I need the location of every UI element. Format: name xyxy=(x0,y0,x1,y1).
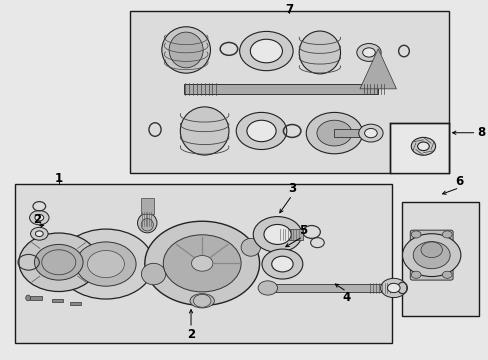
Bar xyxy=(30,296,41,300)
Circle shape xyxy=(316,120,351,146)
Circle shape xyxy=(305,112,362,154)
Text: 2: 2 xyxy=(186,328,195,341)
Circle shape xyxy=(442,231,451,238)
Circle shape xyxy=(193,294,210,307)
FancyArrow shape xyxy=(359,49,396,89)
Circle shape xyxy=(163,235,241,292)
Circle shape xyxy=(76,242,136,286)
Circle shape xyxy=(34,244,83,280)
Circle shape xyxy=(35,215,43,221)
Circle shape xyxy=(386,283,399,293)
Circle shape xyxy=(356,44,380,61)
Text: 1: 1 xyxy=(55,172,62,185)
Circle shape xyxy=(30,227,48,240)
Ellipse shape xyxy=(299,31,340,74)
Bar xyxy=(141,198,153,214)
Ellipse shape xyxy=(180,107,228,155)
Circle shape xyxy=(87,251,124,278)
Bar xyxy=(389,123,448,173)
Circle shape xyxy=(420,242,442,258)
Ellipse shape xyxy=(190,294,214,308)
Circle shape xyxy=(144,221,259,305)
Bar xyxy=(334,129,364,138)
Bar xyxy=(183,84,377,94)
Circle shape xyxy=(250,39,282,63)
Circle shape xyxy=(358,124,382,142)
Text: 3: 3 xyxy=(287,182,296,195)
Ellipse shape xyxy=(137,213,157,233)
Bar xyxy=(401,202,478,316)
Circle shape xyxy=(264,224,290,244)
Ellipse shape xyxy=(162,27,210,73)
Circle shape xyxy=(246,120,276,142)
Ellipse shape xyxy=(169,32,203,68)
Circle shape xyxy=(402,234,460,276)
Bar xyxy=(280,229,303,240)
Circle shape xyxy=(271,256,292,272)
Circle shape xyxy=(412,242,449,269)
Bar xyxy=(130,11,448,173)
Ellipse shape xyxy=(141,219,153,231)
FancyBboxPatch shape xyxy=(409,230,452,280)
Ellipse shape xyxy=(241,238,260,256)
Circle shape xyxy=(236,112,286,149)
Circle shape xyxy=(410,138,435,155)
Text: 5: 5 xyxy=(298,224,306,237)
Circle shape xyxy=(417,142,428,150)
Text: 6: 6 xyxy=(454,175,463,188)
Ellipse shape xyxy=(26,295,30,301)
Circle shape xyxy=(258,281,277,295)
Circle shape xyxy=(362,48,374,57)
Text: 8: 8 xyxy=(476,126,485,139)
Text: 2: 2 xyxy=(33,213,41,226)
Text: 7: 7 xyxy=(285,3,293,16)
Text: 4: 4 xyxy=(342,292,350,305)
Circle shape xyxy=(364,129,376,138)
Circle shape xyxy=(19,233,99,292)
Bar xyxy=(70,302,81,305)
Ellipse shape xyxy=(141,264,165,285)
Circle shape xyxy=(380,278,406,298)
Circle shape xyxy=(35,231,43,237)
Circle shape xyxy=(253,217,301,252)
Circle shape xyxy=(191,256,212,271)
Bar xyxy=(15,184,391,343)
Circle shape xyxy=(239,31,292,71)
Circle shape xyxy=(442,271,451,278)
Circle shape xyxy=(30,211,49,225)
Circle shape xyxy=(262,249,302,279)
Circle shape xyxy=(410,231,420,238)
Bar xyxy=(52,299,63,302)
Circle shape xyxy=(58,229,153,299)
Circle shape xyxy=(410,271,420,278)
Bar xyxy=(268,284,387,292)
